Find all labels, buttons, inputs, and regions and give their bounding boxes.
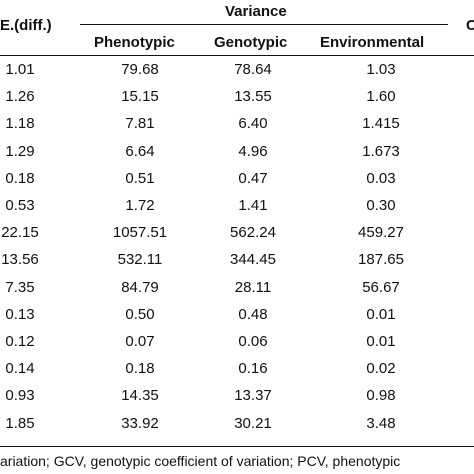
environmental-cell: 0.03 [366,169,396,187]
genotypic-cell: 344.45 [230,251,276,269]
environmental-cell: 1.03 [366,61,396,78]
environmental-cell: 3.48 [366,414,396,432]
genotypic-cell: 4.96 [238,142,268,160]
header-se-diff: E.(diff.) [0,17,52,34]
phenotypic-cell: 15.15 [121,88,159,106]
se-diff-cell: 1.85 [5,414,35,432]
genotypic-cell: 1.41 [238,197,268,214]
environmental-cell: 0.01 [366,305,396,323]
environmental-cell: 0.30 [366,197,396,214]
genotypic-cell: 78.64 [234,61,272,78]
environmental-cell: 1.673 [362,142,400,160]
header-genotypic: Genotypic [214,34,288,51]
se-diff-cell: 0.53 [5,197,35,214]
genotypic-cell: 6.40 [238,115,268,133]
genotypic-cell: 0.06 [238,333,268,350]
se-diff-cell: 0.13 [5,305,35,323]
environmental-cell: 0.98 [366,387,396,405]
environmental-cell: 0.02 [366,360,396,378]
genotypic-cell: 13.37 [234,387,272,405]
se-diff-cell: 0.18 [5,169,35,187]
environmental-cell: 459.27 [358,224,404,242]
se-diff-cell: 0.12 [5,333,35,350]
se-diff-cell: 7.35 [5,278,35,296]
genotypic-cell: 0.47 [238,169,268,187]
header-variance: Variance [225,3,287,20]
environmental-cell: 56.67 [362,278,400,296]
header-cut-column: C [466,17,474,34]
phenotypic-cell: 0.18 [125,360,155,378]
se-diff-cell: 1.26 [5,88,35,106]
header-environmental: Environmental [320,34,425,51]
header-bottom-rule [0,55,474,56]
genotypic-cell: 0.16 [238,360,268,378]
phenotypic-cell: 7.81 [125,115,155,133]
se-diff-cell: 22.15 [1,224,39,242]
environmental-cell: 0.01 [366,333,396,350]
se-diff-cell: 13.56 [1,251,39,269]
se-diff-cell: 0.14 [5,360,35,378]
se-diff-cell: 1.01 [5,61,35,78]
table-bottom-rule [0,446,474,447]
genotypic-cell: 0.48 [238,305,268,323]
phenotypic-cell: 79.68 [121,61,159,78]
se-diff-cell: 1.29 [5,142,35,160]
environmental-cell: 1.60 [366,88,396,106]
phenotypic-cell: 84.79 [121,278,159,296]
phenotypic-cell: 0.50 [125,305,155,323]
environmental-cell: 1.415 [362,115,400,133]
se-diff-cell: 0.93 [5,387,35,405]
genotypic-cell: 28.11 [234,278,272,296]
footnote: ariation; GCV, genotypic coefficient of … [0,453,401,469]
phenotypic-cell: 0.51 [125,169,155,187]
genotypic-cell: 30.21 [234,414,272,432]
phenotypic-cell: 6.64 [125,142,155,160]
phenotypic-cell: 1.72 [125,197,155,214]
phenotypic-cell: 1057.51 [112,224,168,242]
phenotypic-cell: 33.92 [121,414,159,432]
genotypic-cell: 13.55 [234,88,272,106]
header-phenotypic: Phenotypic [94,34,175,51]
se-diff-cell: 1.18 [5,115,35,133]
phenotypic-cell: 532.11 [117,251,163,269]
variance-underline [80,24,448,25]
phenotypic-cell: 14.35 [121,387,159,405]
genotypic-cell: 562.24 [230,224,276,242]
environmental-cell: 187.65 [358,251,404,269]
phenotypic-cell: 0.07 [125,333,155,350]
